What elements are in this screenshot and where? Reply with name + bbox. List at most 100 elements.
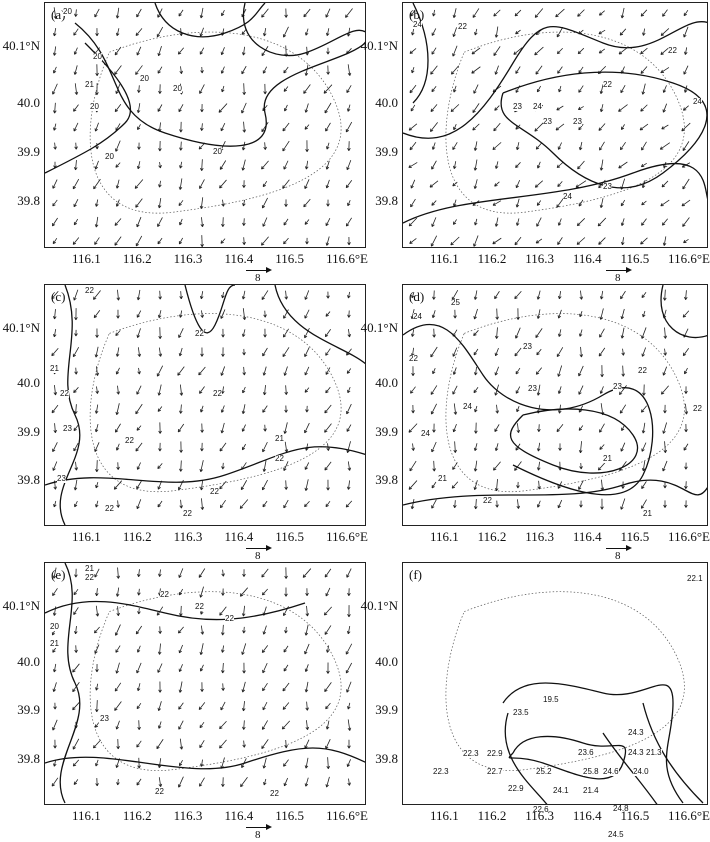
wind-vector: [324, 423, 332, 433]
wind-vector: [324, 329, 331, 338]
wind-vector: [557, 218, 562, 226]
wind-vector: [284, 567, 288, 579]
wind-vector: [135, 28, 143, 36]
wind-vector: [220, 238, 226, 244]
wind-vector: [304, 479, 309, 491]
x-tick-label: 116.3: [173, 529, 203, 544]
wind-vector: [92, 739, 101, 749]
wind-vector: [304, 219, 310, 225]
wind-vector: [598, 237, 606, 245]
wind-vector: [515, 327, 521, 339]
wind-vector: [641, 481, 647, 489]
wind-vector: [200, 682, 204, 692]
district-boundary: [445, 591, 685, 771]
temperature-contour: [45, 600, 306, 621]
x-tick-label: 116.2: [477, 808, 507, 823]
wind-vector: [136, 462, 141, 470]
wind-vector: [452, 8, 457, 19]
wind-vector: [115, 443, 120, 451]
y-tick-label: 39.9: [17, 144, 40, 160]
contour-label: 24: [463, 402, 472, 411]
wind-vector: [474, 422, 478, 434]
x-tick-label: 116.3: [525, 251, 554, 266]
wind-vector: [431, 160, 437, 170]
wind-vector: [242, 569, 246, 577]
wind-vector: [411, 329, 415, 337]
wind-vector: [410, 198, 416, 208]
wind-vector: [620, 327, 625, 339]
y-tick-label: 39.8: [17, 193, 40, 209]
contour-label: 23: [613, 382, 622, 391]
wind-vector: [179, 759, 183, 767]
wind-vector: [157, 217, 163, 227]
wind-vector: [263, 778, 267, 786]
wind-vector: [557, 291, 562, 300]
wind-vector: [136, 683, 141, 692]
wind-vector: [305, 605, 310, 617]
x-tick-label: 116.4: [572, 529, 602, 544]
temperature-contour: [403, 323, 654, 496]
wind-vector: [116, 462, 120, 470]
wind-vector: [682, 310, 690, 318]
wind-vector: [494, 105, 500, 111]
wind-vector: [72, 738, 80, 750]
wind-vector: [663, 481, 667, 489]
wind-vector: [641, 499, 647, 509]
x-tick-label: 116.2: [477, 529, 507, 544]
wind-vector: [324, 461, 332, 471]
wind-vector: [347, 739, 351, 749]
wind-vector: [431, 47, 437, 55]
wind-vector: [116, 739, 120, 750]
wind-vector: [199, 84, 205, 94]
contour-label: 22: [638, 366, 647, 375]
y-tick-label: 40.1°N: [2, 38, 40, 54]
wind-vector: [219, 606, 227, 616]
wind-vector: [178, 9, 184, 17]
wind-vector: [494, 161, 499, 169]
wind-vector: [663, 404, 667, 414]
wind-vector: [516, 423, 521, 433]
wind-vector: [219, 442, 227, 452]
wind-vector: [179, 499, 183, 509]
wind-vector: [305, 46, 309, 56]
wind-vector: [74, 308, 78, 321]
wind-vector: [262, 347, 268, 357]
wind-vector: [494, 424, 500, 432]
wind-vector: [304, 681, 309, 693]
wind-vector: [598, 10, 605, 16]
wind-vector: [639, 123, 649, 131]
wind-vector: [156, 606, 164, 616]
arrow-line: [246, 827, 270, 828]
wind-vector: [452, 199, 457, 207]
wind-vector: [158, 84, 162, 94]
wind-vector: [199, 777, 205, 787]
station-temperature: 24.6: [603, 767, 619, 776]
arrow-line: [246, 270, 270, 271]
wind-vector: [137, 142, 141, 150]
wind-vector: [262, 500, 268, 508]
wind-vector: [684, 500, 688, 508]
wind-vector: [304, 422, 310, 434]
wind-vector: [158, 140, 162, 152]
x-tick-label: 116.1: [430, 808, 459, 823]
y-tick-label: 39.8: [17, 750, 40, 766]
wind-vector: [262, 217, 268, 227]
wind-vector: [179, 404, 183, 414]
arrow-head-icon: [626, 545, 632, 551]
wind-vector: [284, 441, 289, 453]
wind-vector: [514, 9, 522, 17]
wind-vector: [536, 200, 542, 206]
wind-vector: [515, 367, 521, 375]
contour-label: 22: [270, 789, 279, 798]
wind-vector: [325, 8, 331, 18]
temperature-contour: [154, 3, 266, 38]
wind-vector: [556, 424, 564, 433]
station-temperature: 24.0: [633, 767, 649, 776]
wind-vector: [137, 367, 141, 375]
district-boundary: [89, 313, 342, 493]
wind-vector: [578, 85, 584, 93]
temperature-contour: [403, 162, 707, 224]
wind-vector: [95, 481, 99, 489]
wind-vector: [199, 7, 204, 19]
contour-label: 23: [573, 117, 582, 126]
